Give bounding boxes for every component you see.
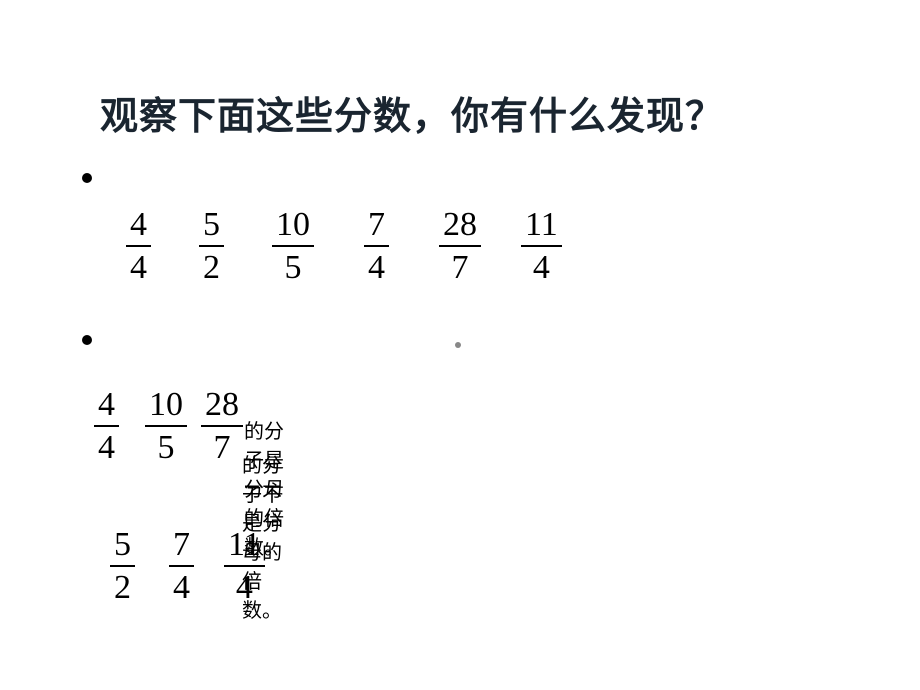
fraction-denominator: 4 — [232, 567, 257, 607]
fraction-denominator: 7 — [210, 427, 235, 467]
fraction: 114 — [521, 205, 562, 287]
fraction-denominator: 2 — [199, 247, 224, 287]
fraction-numerator: 4 — [94, 385, 119, 425]
bullet-2 — [82, 335, 92, 345]
fraction-denominator: 4 — [529, 247, 554, 287]
fraction-numerator: 11 — [224, 525, 265, 565]
fraction-denominator: 4 — [169, 567, 194, 607]
fraction-numerator: 5 — [199, 205, 224, 245]
fraction-denominator: 2 — [110, 567, 135, 607]
fraction-denominator: 5 — [154, 427, 179, 467]
slide-title: 观察下面这些分数，你有什么发现？ — [100, 85, 724, 140]
fraction-numerator: 28 — [201, 385, 243, 425]
fraction-denominator: 5 — [281, 247, 306, 287]
fraction-denominator: 7 — [448, 247, 473, 287]
fraction-numerator: 7 — [169, 525, 194, 565]
fraction-denominator: 4 — [126, 247, 151, 287]
center-dot-icon — [455, 342, 461, 348]
fraction-numerator: 7 — [364, 205, 389, 245]
fraction-row-1: 445210574287114 — [126, 205, 562, 287]
fraction: 74 — [364, 205, 389, 287]
fraction: 52 — [110, 525, 135, 607]
fraction-row-2-wrap: 的分子是分母的倍数。 的分子不是分母的倍数。 44105287 — [94, 385, 243, 467]
fraction-numerator: 4 — [126, 205, 151, 245]
fraction: 114 — [224, 525, 265, 607]
fraction: 52 — [199, 205, 224, 287]
fraction: 44 — [94, 385, 119, 467]
fraction-numerator: 10 — [272, 205, 314, 245]
fraction: 105 — [272, 205, 314, 287]
fraction-row-3: 5274114 — [110, 525, 265, 607]
fraction-row-2: 的分子是分母的倍数。 的分子不是分母的倍数。 44105287 — [94, 385, 243, 467]
fraction: 74 — [169, 525, 194, 607]
fraction: 44 — [126, 205, 151, 287]
fraction-numerator: 28 — [439, 205, 481, 245]
bullet-1 — [82, 173, 92, 183]
fraction-denominator: 4 — [94, 427, 119, 467]
fraction: 105 — [145, 385, 187, 467]
fraction: 287 — [439, 205, 481, 287]
fraction-numerator: 11 — [521, 205, 562, 245]
fraction: 287 — [201, 385, 243, 467]
fraction-numerator: 10 — [145, 385, 187, 425]
fraction-denominator: 4 — [364, 247, 389, 287]
fraction-numerator: 5 — [110, 525, 135, 565]
